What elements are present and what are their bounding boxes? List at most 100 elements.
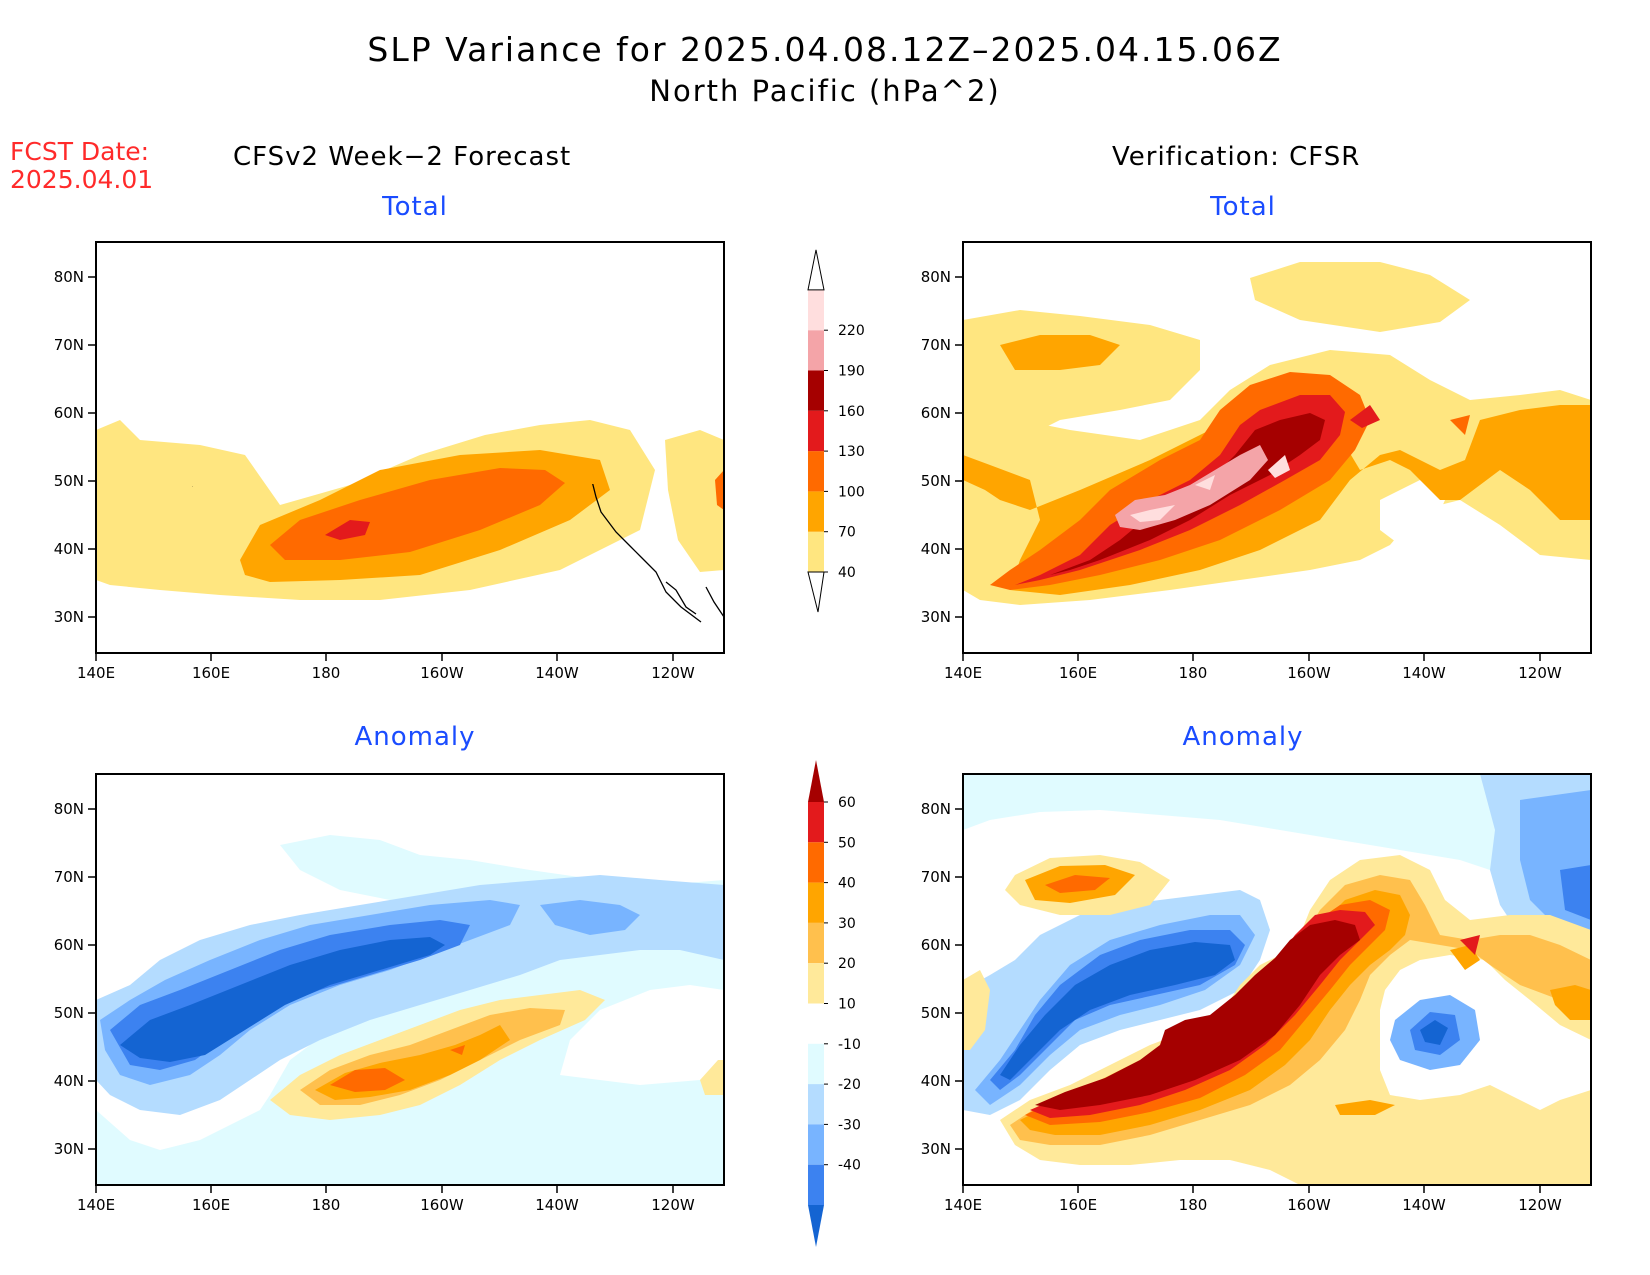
lon-tick-label: 160W bbox=[420, 1196, 464, 1214]
lon-tick-label: 180 bbox=[1179, 1196, 1208, 1214]
colorbar-total-swatch bbox=[808, 370, 824, 411]
lat-tick-label: 50N bbox=[54, 1004, 84, 1022]
colorbar-anomaly-swatch bbox=[808, 963, 824, 1004]
colorbar-anomaly-label: 50 bbox=[838, 835, 856, 851]
lon-tick-label: 120W bbox=[651, 1196, 695, 1214]
panel-title-forecast-anomaly: Anomaly bbox=[354, 722, 476, 752]
lat-tick-label: 30N bbox=[921, 1140, 951, 1158]
lon-tick-label: 140E bbox=[944, 1196, 982, 1214]
forecast-date-value: 2025.04.01 bbox=[10, 165, 154, 194]
lat-tick-label: 40N bbox=[54, 1072, 84, 1090]
colorbar-total-label: 160 bbox=[838, 404, 865, 420]
forecast-date: FCST Date: 2025.04.01 bbox=[10, 138, 153, 194]
colorbar-anomaly-swatch bbox=[808, 1124, 824, 1165]
colorbar-anomaly-label: -20 bbox=[838, 1077, 861, 1093]
panel-frame-forecast-total bbox=[95, 241, 725, 654]
colorbar-total-swatch bbox=[808, 531, 824, 572]
colorbar-anomaly: 60 50 40 30 20 10 -10 -20 -30 -40 bbox=[808, 760, 861, 1247]
lon-tick-label: 120W bbox=[651, 664, 695, 682]
colorbar-anomaly-label: -30 bbox=[838, 1117, 861, 1133]
main-subtitle: North Pacific (hPa^2) bbox=[649, 74, 1001, 108]
lon-tick-label: 160W bbox=[420, 664, 464, 682]
colorbar-total-swatch bbox=[808, 491, 824, 532]
lat-tick-label: 40N bbox=[54, 540, 84, 558]
panel-frames bbox=[95, 241, 1592, 1186]
lat-tick-label: 30N bbox=[921, 608, 951, 626]
colorbar-total-label: 70 bbox=[838, 525, 856, 541]
lat-tick-label: 60N bbox=[921, 404, 951, 422]
colorbar-total-label: 130 bbox=[838, 444, 865, 460]
lat-tick-label: 80N bbox=[921, 800, 951, 818]
lon-tick-label: 140E bbox=[77, 664, 115, 682]
colorbar-total-swatch bbox=[808, 410, 824, 452]
lon-tick-label: 120W bbox=[1518, 664, 1562, 682]
colorbar-anomaly-swatch bbox=[808, 1084, 824, 1125]
lat-tick-label: 40N bbox=[921, 1072, 951, 1090]
colorbar-total-label: 220 bbox=[838, 323, 865, 339]
colorbar-anomaly-label: 30 bbox=[838, 916, 856, 932]
colorbar-anomaly-swatch bbox=[808, 1043, 824, 1085]
colorbar-total-swatch bbox=[808, 289, 824, 331]
colorbar-anomaly-top-arrow bbox=[808, 760, 824, 802]
lon-tick-label: 140W bbox=[1402, 1196, 1446, 1214]
lon-tick-label: 160W bbox=[1287, 1196, 1331, 1214]
lat-tick-label: 70N bbox=[921, 336, 951, 354]
panel-frame-forecast-anomaly bbox=[95, 773, 725, 1186]
colorbar-anomaly-swatch bbox=[808, 1164, 824, 1205]
lat-tick-label: 40N bbox=[921, 540, 951, 558]
lon-tick-label: 180 bbox=[312, 664, 341, 682]
lon-tick-label: 140E bbox=[944, 664, 982, 682]
panel-title-verification-anomaly: Anomaly bbox=[1182, 722, 1304, 752]
colorbar-anomaly-bottom-arrow bbox=[808, 1205, 824, 1247]
colorbar-anomaly-swatch bbox=[808, 922, 824, 964]
lat-tick-label: 80N bbox=[921, 268, 951, 286]
lat-tick-label: 50N bbox=[921, 472, 951, 490]
lat-tick-label: 60N bbox=[54, 404, 84, 422]
colorbar-anomaly-label: -10 bbox=[838, 1037, 861, 1053]
panel-title-verification-total: Total bbox=[1210, 192, 1276, 222]
lat-tick-label: 60N bbox=[54, 936, 84, 954]
forecast-date-label: FCST Date: bbox=[10, 137, 150, 166]
lat-tick-label: 70N bbox=[54, 868, 84, 886]
colorbar-anomaly-label: 10 bbox=[838, 997, 856, 1013]
colorbar-total-swatch bbox=[808, 330, 824, 371]
lat-tick-label: 60N bbox=[921, 936, 951, 954]
lat-tick-label: 70N bbox=[54, 336, 84, 354]
colorbar-anomaly-label: 40 bbox=[838, 876, 856, 892]
colorbar-anomaly-swatch bbox=[808, 842, 824, 883]
colorbar-anomaly-swatch bbox=[808, 1003, 824, 1044]
forecast-total-field bbox=[96, 420, 724, 600]
panel-title-forecast-total: Total bbox=[382, 192, 448, 222]
lon-tick-label: 140W bbox=[535, 664, 579, 682]
colorbar-total-label: 40 bbox=[838, 565, 856, 581]
verification-anomaly-field bbox=[963, 774, 1591, 1185]
lon-tick-label: 160E bbox=[1059, 1196, 1097, 1214]
colorbar-anomaly-swatch bbox=[808, 882, 824, 923]
verification-total-field bbox=[963, 262, 1591, 605]
left-column-heading: CFSv2 Week−2 Forecast bbox=[233, 142, 572, 172]
lon-tick-label: 160W bbox=[1287, 664, 1331, 682]
lon-tick-label: 160E bbox=[1059, 664, 1097, 682]
lat-tick-label: 80N bbox=[54, 268, 84, 286]
lon-tick-label: 140W bbox=[535, 1196, 579, 1214]
colorbar-total-top-arrow bbox=[807, 249, 825, 291]
colorbar-total-swatch bbox=[808, 451, 824, 492]
lon-tick-label: 140E bbox=[77, 1196, 115, 1214]
main-title: SLP Variance for 2025.04.08.12Z–2025.04.… bbox=[367, 30, 1283, 69]
lon-tick-label: 160E bbox=[192, 1196, 230, 1214]
lon-tick-label: 160E bbox=[192, 664, 230, 682]
right-column-heading: Verification: CFSR bbox=[1112, 142, 1361, 172]
lon-tick-label: 180 bbox=[312, 1196, 341, 1214]
colorbar-anomaly-label: -40 bbox=[838, 1158, 861, 1174]
colorbar-total-label: 190 bbox=[838, 364, 865, 380]
panel-frame-verification-total bbox=[962, 241, 1592, 654]
colorbar-anomaly-label: 60 bbox=[838, 795, 856, 811]
lon-tick-label: 140W bbox=[1402, 664, 1446, 682]
colorbar-anomaly-label: 20 bbox=[838, 956, 856, 972]
panel-frame-verification-anomaly bbox=[962, 773, 1592, 1186]
lat-tick-label: 30N bbox=[54, 1140, 84, 1158]
colorbar-total-bottom-arrow bbox=[807, 571, 825, 613]
lon-tick-label: 120W bbox=[1518, 1196, 1562, 1214]
lon-tick-label: 180 bbox=[1179, 664, 1208, 682]
